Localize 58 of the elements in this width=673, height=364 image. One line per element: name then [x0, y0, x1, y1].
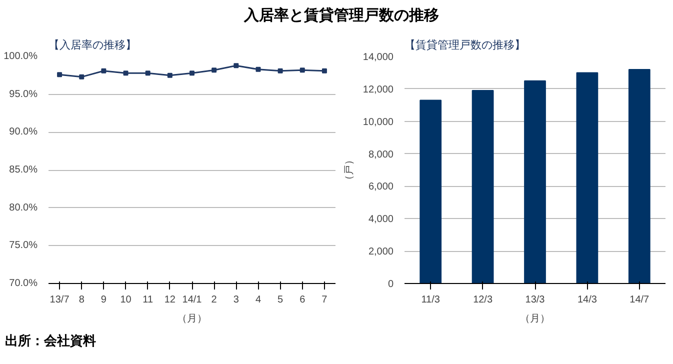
x-axis-title: （月） — [177, 314, 207, 324]
y-tick-label: 90.0% — [9, 126, 38, 138]
y-tick-label: 10,000 — [362, 116, 394, 128]
y-tick-label: 6,000 — [368, 182, 394, 193]
point — [322, 68, 327, 74]
y-tick-label: 85.0% — [9, 164, 38, 176]
point — [79, 74, 84, 80]
x-tick-label: 13/7 — [50, 294, 70, 306]
bar — [524, 80, 546, 284]
y-tick-label: 0 — [388, 279, 394, 290]
y-tick-label: 12,000 — [362, 84, 394, 96]
x-tick-label: 3 — [233, 294, 240, 306]
point — [212, 68, 217, 73]
x-tick-label: 12/3 — [473, 294, 493, 306]
point — [278, 68, 283, 74]
chart-title: 入居率と賃貸管理戸数の推移 — [244, 6, 439, 26]
y-tick-label: 4,000 — [368, 214, 394, 226]
point — [123, 70, 128, 76]
y-tick-label: 14,000 — [362, 52, 394, 63]
bar — [472, 90, 494, 284]
text: 出所：会社資料 — [5, 332, 96, 350]
x-tick-label: 6 — [300, 294, 306, 306]
x-tick-label: 4 — [255, 294, 262, 306]
y-tick-label: 75.0% — [9, 240, 38, 252]
point — [300, 68, 305, 73]
x-tick-label: 11/3 — [421, 294, 440, 306]
x-tick-label: 9 — [100, 294, 107, 306]
point — [57, 72, 62, 78]
bar — [628, 68, 650, 284]
point — [256, 66, 261, 72]
y-tick-label: 8,000 — [368, 149, 394, 160]
point — [101, 68, 106, 74]
y-tick-label: 70.0% — [9, 278, 38, 289]
y-tick-label: 2,000 — [368, 246, 394, 258]
y-tick-label: 100.0% — [4, 51, 38, 62]
y-tick-label: 95.0% — [9, 88, 38, 100]
x-tick-label: 11 — [142, 294, 154, 306]
x-tick-label: 14/1 — [182, 294, 202, 306]
x-tick-label: 5 — [278, 294, 284, 306]
x-axis-title: （月） — [520, 314, 550, 324]
x-tick-label: 13/3 — [525, 294, 546, 306]
point — [190, 70, 194, 76]
x-tick-label: 14/7 — [630, 294, 650, 306]
x-tick-label: 2 — [211, 294, 218, 306]
point — [145, 70, 150, 76]
point — [234, 63, 239, 68]
y-tick-label: 80.0% — [9, 202, 38, 214]
chart-subtitle: 【賃貸管理戸数の推移】 — [404, 38, 526, 52]
bar — [420, 100, 442, 284]
chart-subtitle: 【入居率の推移】 — [48, 38, 136, 52]
x-tick-label: 8 — [78, 294, 85, 306]
point — [167, 72, 172, 78]
x-tick-label: 14/3 — [577, 294, 598, 306]
x-tick-label: 12 — [164, 294, 176, 306]
x-tick-label: 7 — [322, 294, 328, 306]
x-tick-label: 10 — [120, 294, 132, 306]
y-axis-title: （戸） — [344, 155, 355, 185]
bar — [576, 72, 598, 284]
